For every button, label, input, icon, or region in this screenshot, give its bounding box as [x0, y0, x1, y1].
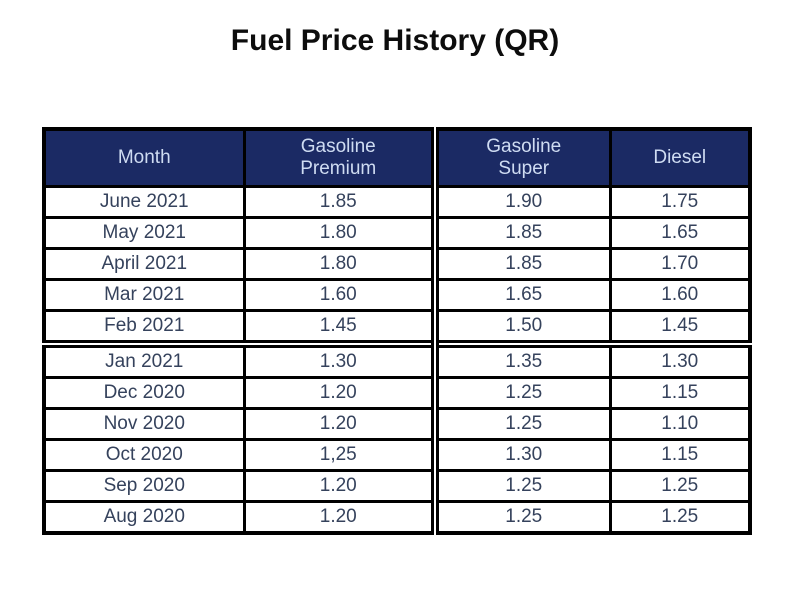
col-header-gasoline-premium: Gasoline Premium — [242, 127, 437, 188]
cell-gasoline-super: 1.65 — [431, 278, 612, 312]
cell-month: May 2021 — [42, 216, 246, 250]
cell-diesel: 1.70 — [608, 247, 752, 281]
table-row: Feb 2021 1.45 1.50 1.45 — [42, 309, 752, 346]
cell-diesel: 1.65 — [608, 216, 752, 250]
cell-diesel: 1.15 — [608, 438, 752, 472]
table-header-row: Month Gasoline Premium Gasoline Super Di… — [42, 127, 752, 188]
cell-gasoline-premium: 1.80 — [242, 216, 437, 250]
table-row: June 2021 1.85 1.90 1.75 — [42, 185, 752, 219]
cell-gasoline-premium: 1.60 — [242, 278, 437, 312]
table-row: Mar 2021 1.60 1.65 1.60 — [42, 278, 752, 312]
fuel-price-table-container: Month Gasoline Premium Gasoline Super Di… — [42, 127, 752, 535]
cell-gasoline-premium: 1.20 — [242, 500, 437, 535]
cell-month: Mar 2021 — [42, 278, 246, 312]
table-row: Aug 2020 1.20 1.25 1.25 — [42, 500, 752, 535]
cell-month: Nov 2020 — [42, 407, 246, 441]
col-header-month: Month — [42, 127, 246, 188]
table-row: Dec 2020 1.20 1.25 1.15 — [42, 376, 752, 410]
cell-gasoline-super: 1.85 — [431, 216, 612, 250]
cell-month: Dec 2020 — [42, 376, 246, 410]
cell-month: Feb 2021 — [42, 309, 246, 346]
cell-gasoline-premium: 1.20 — [242, 376, 437, 410]
cell-diesel: 1.25 — [608, 500, 752, 535]
cell-gasoline-premium: 1.20 — [242, 407, 437, 441]
cell-diesel: 1.15 — [608, 376, 752, 410]
table-row: April 2021 1.80 1.85 1.70 — [42, 247, 752, 281]
table-row: May 2021 1.80 1.85 1.65 — [42, 216, 752, 250]
cell-month: Oct 2020 — [42, 438, 246, 472]
cell-gasoline-premium: 1.45 — [242, 309, 437, 346]
cell-gasoline-premium: 1.80 — [242, 247, 437, 281]
cell-diesel: 1.25 — [608, 469, 752, 503]
cell-month: Aug 2020 — [42, 500, 246, 535]
cell-gasoline-super: 1.25 — [431, 407, 612, 441]
cell-diesel: 1.60 — [608, 278, 752, 312]
table-row: Jan 2021 1.30 1.35 1.30 — [42, 340, 752, 379]
cell-gasoline-super: 1.90 — [431, 185, 612, 219]
table-row: Sep 2020 1.20 1.25 1.25 — [42, 469, 752, 503]
cell-diesel: 1.75 — [608, 185, 752, 219]
col-header-gasoline-super: Gasoline Super — [431, 127, 612, 188]
table-row: Nov 2020 1.20 1.25 1.10 — [42, 407, 752, 441]
page-title: Fuel Price History (QR) — [230, 24, 560, 57]
cell-month: Jan 2021 — [42, 340, 246, 379]
cell-month: April 2021 — [42, 247, 246, 281]
cell-gasoline-super: 1.25 — [431, 469, 612, 503]
fuel-price-table: Month Gasoline Premium Gasoline Super Di… — [42, 127, 752, 535]
cell-diesel: 1.45 — [608, 309, 752, 346]
table-row: Oct 2020 1,25 1.30 1.15 — [42, 438, 752, 472]
cell-month: June 2021 — [42, 185, 246, 219]
cell-month: Sep 2020 — [42, 469, 246, 503]
cell-gasoline-super: 1.85 — [431, 247, 612, 281]
cell-gasoline-super: 1.35 — [431, 340, 612, 379]
cell-gasoline-premium: 1,25 — [242, 438, 437, 472]
cell-gasoline-super: 1.25 — [431, 376, 612, 410]
cell-gasoline-premium: 1.85 — [242, 185, 437, 219]
cell-diesel: 1.30 — [608, 340, 752, 379]
cell-gasoline-super: 1.25 — [431, 500, 612, 535]
table-body: June 2021 1.85 1.90 1.75 May 2021 1.80 1… — [42, 185, 752, 535]
cell-gasoline-super: 1.30 — [431, 438, 612, 472]
cell-gasoline-premium: 1.30 — [242, 340, 437, 379]
cell-gasoline-super: 1.50 — [431, 309, 612, 346]
cell-diesel: 1.10 — [608, 407, 752, 441]
cell-gasoline-premium: 1.20 — [242, 469, 437, 503]
col-header-diesel: Diesel — [608, 127, 752, 188]
